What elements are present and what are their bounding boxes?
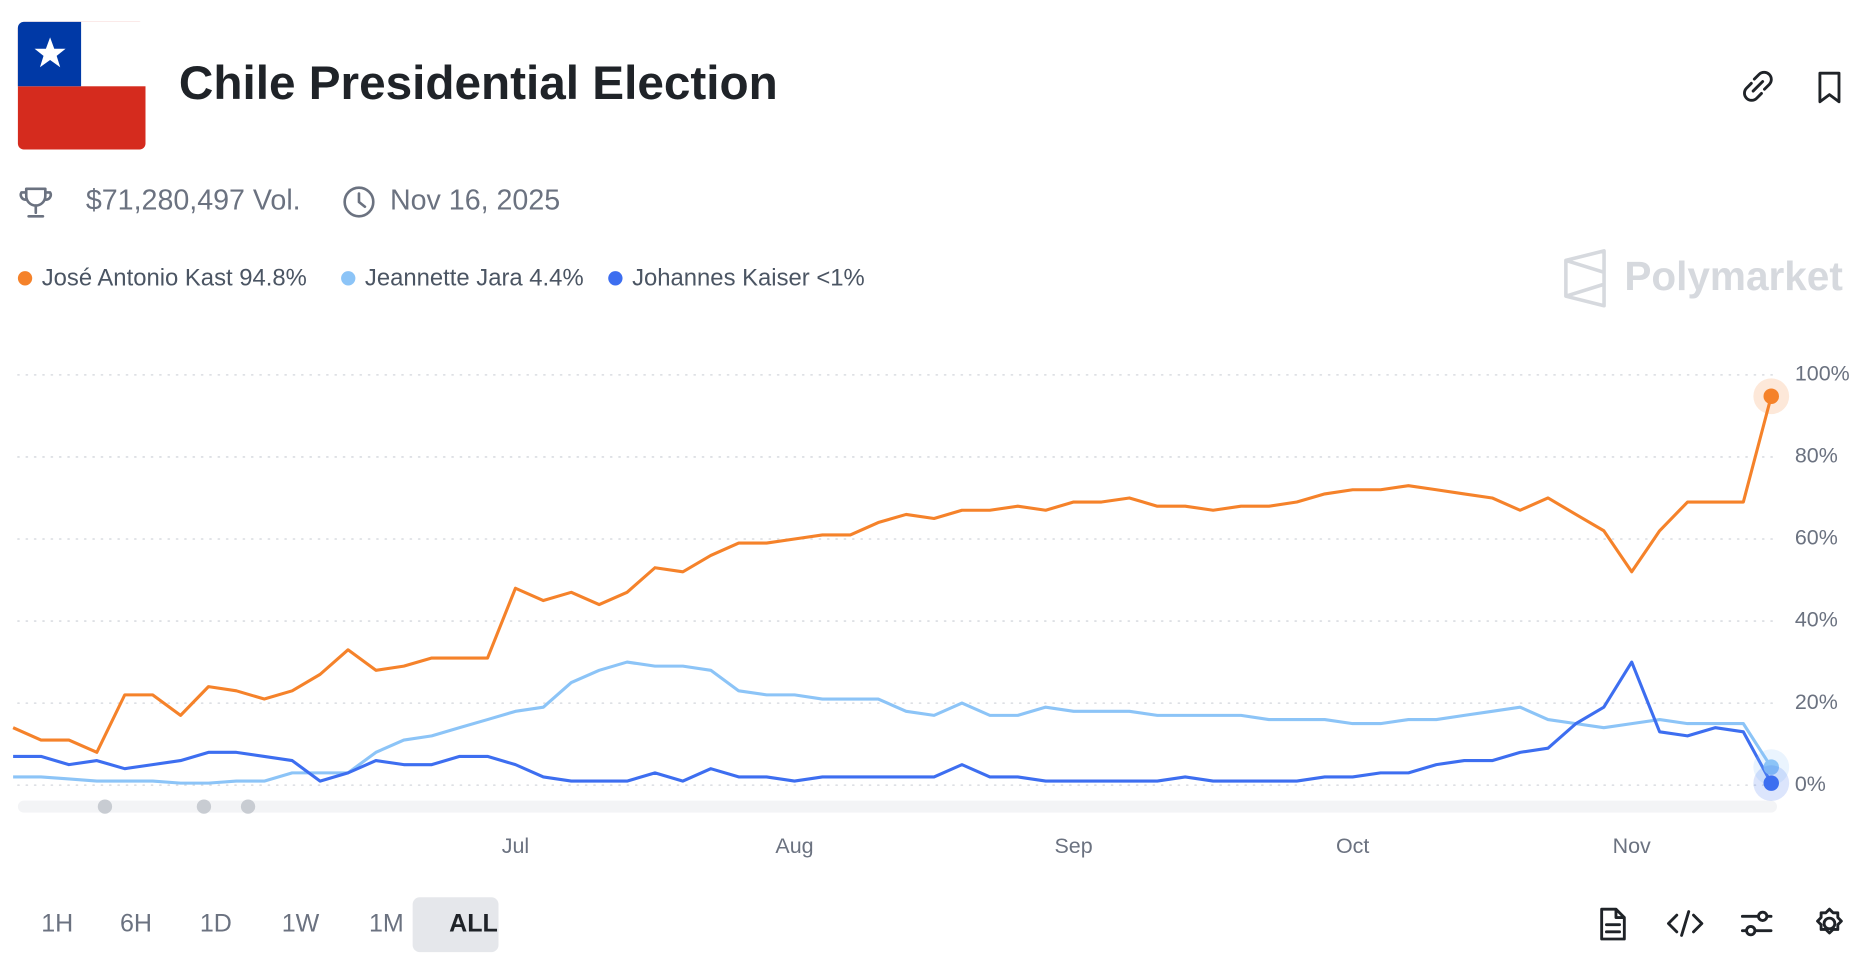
settings-button[interactable]: [1816, 907, 1843, 935]
y-tick-label: 40%: [1795, 608, 1838, 632]
legend-entry: Jeannette Jara 4.4%: [365, 265, 584, 292]
legend-name: Jeannette Jara: [365, 265, 523, 292]
legend-entry: José Antonio Kast 94.8%: [42, 265, 307, 292]
brand-logo: Polymarket: [1564, 249, 1843, 308]
end-point: [1763, 388, 1780, 404]
x-tick-label: Oct: [1336, 834, 1369, 858]
legend-dot: [17, 271, 33, 286]
range-button[interactable]: 1D: [200, 909, 232, 937]
range-button[interactable]: ALL: [449, 909, 498, 937]
x-tick-label: Nov: [1613, 834, 1651, 858]
title: Chile Presidential Election: [179, 57, 778, 110]
x-tick-label: Sep: [1054, 834, 1092, 858]
y-tick-label: 80%: [1795, 444, 1838, 468]
brand: Polymarket: [1624, 253, 1843, 299]
legend-name: José Antonio Kast: [42, 265, 233, 292]
document-button[interactable]: [1600, 907, 1626, 941]
range-button[interactable]: 1H: [41, 909, 73, 937]
link-button[interactable]: [1743, 70, 1773, 102]
series-line: [13, 660, 1773, 785]
y-tick-label: 60%: [1795, 526, 1838, 550]
legend-dot: [341, 271, 356, 286]
range-button[interactable]: 1W: [282, 909, 320, 937]
y-tick-label: 20%: [1795, 690, 1838, 714]
end-point: [1763, 775, 1780, 791]
legend-value: 4.4%: [529, 265, 583, 292]
end-point: [1763, 759, 1780, 775]
y-tick-label: 100%: [1795, 362, 1850, 386]
legend-dot: [608, 271, 623, 286]
flag: [17, 21, 146, 150]
range-button[interactable]: 1M: [369, 909, 404, 937]
scroll-handle[interactable]: [97, 799, 113, 814]
range-button-bg[interactable]: [412, 897, 499, 953]
scroll-handle[interactable]: [196, 799, 212, 814]
settings-sliders-button[interactable]: [1740, 910, 1773, 937]
end-date: Nov 16, 2025: [390, 185, 560, 217]
clock-icon: [343, 186, 375, 218]
x-tick-label: Aug: [775, 834, 813, 858]
scroll-handle[interactable]: [240, 799, 256, 814]
series-line: [12, 395, 1773, 754]
legend-entry: Johannes Kaiser <1%: [632, 265, 865, 292]
bookmark-button[interactable]: [1818, 71, 1841, 104]
volume: $71,280,497 Vol.: [86, 185, 301, 217]
legend-value: 94.8%: [239, 265, 307, 292]
embed-button[interactable]: [1667, 910, 1704, 937]
series-line: [13, 660, 1773, 784]
range-button[interactable]: 6H: [120, 909, 152, 937]
trophy-icon: [19, 187, 53, 218]
x-tick-label: Jul: [502, 834, 529, 858]
scroll-track[interactable]: [17, 800, 1777, 813]
y-tick-label: 0%: [1795, 772, 1826, 796]
legend-value: <1%: [816, 265, 864, 292]
legend-name: Johannes Kaiser: [632, 265, 810, 292]
